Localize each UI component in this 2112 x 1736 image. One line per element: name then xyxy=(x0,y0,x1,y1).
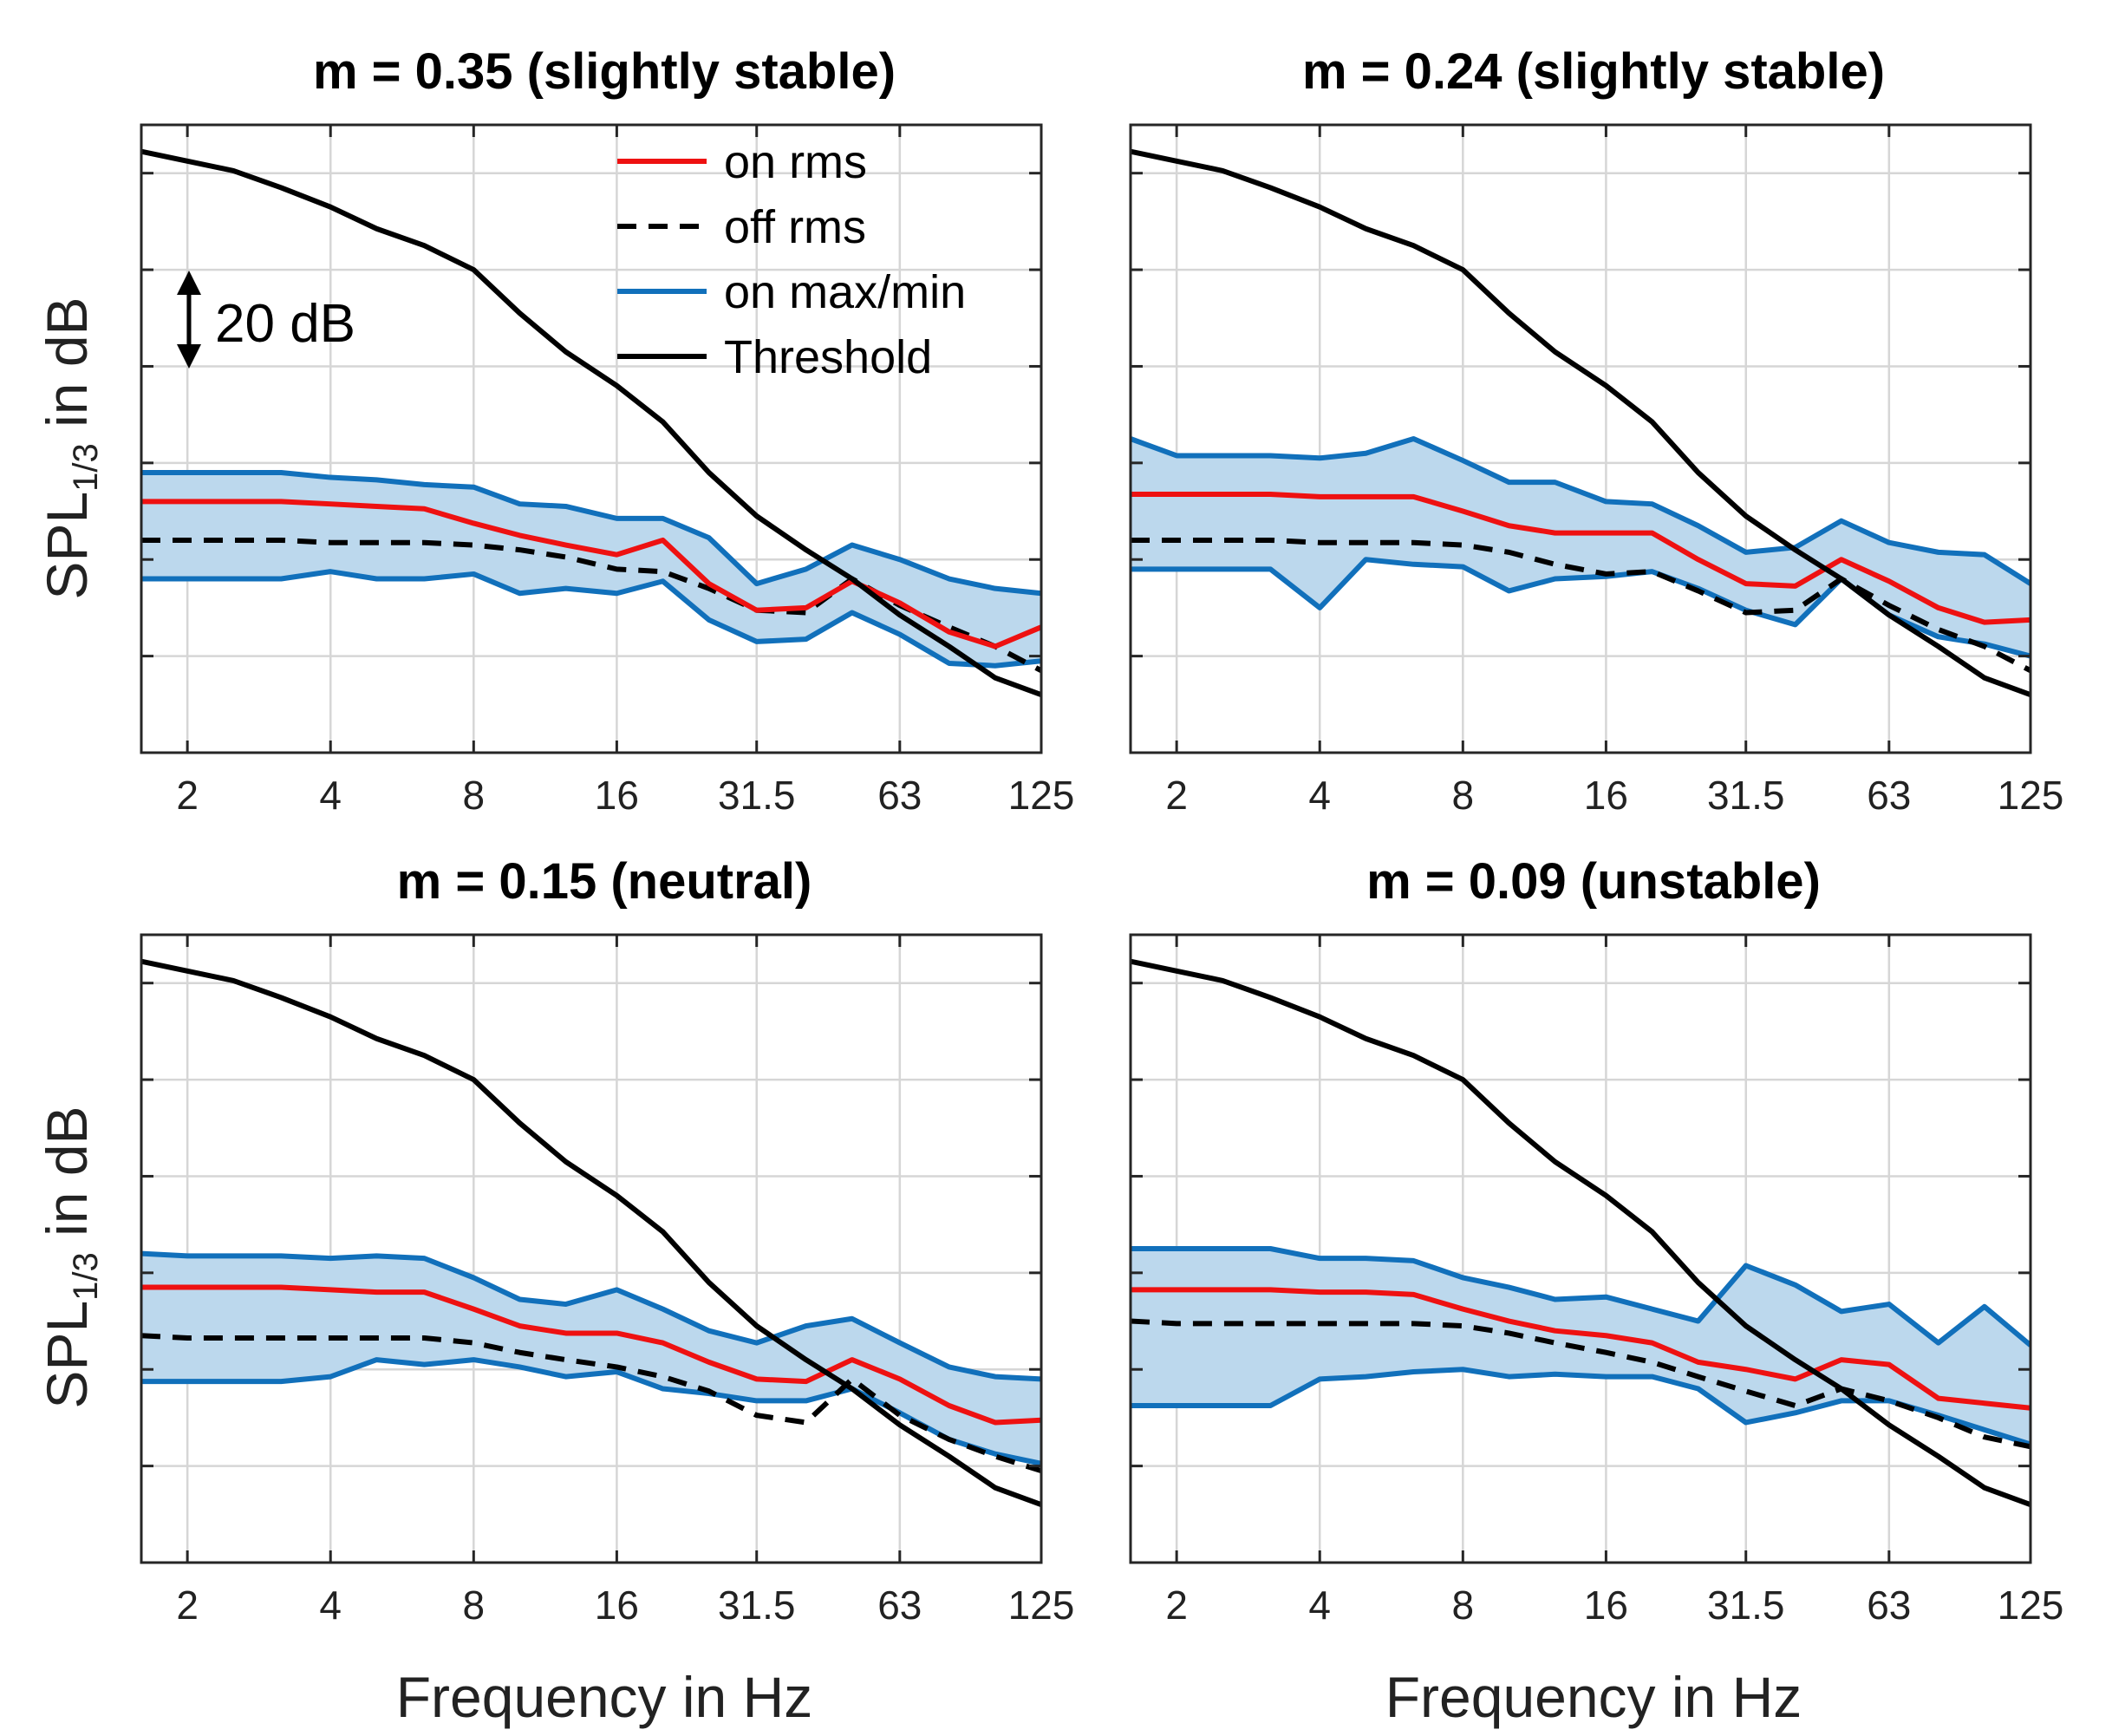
panel-frame xyxy=(1129,933,2032,1564)
x-tick-label: 2 xyxy=(1165,1583,1188,1628)
y-label-rest: in dB xyxy=(35,1106,99,1252)
plot-area xyxy=(141,148,1041,697)
x-axis-label-left: Frequency in Hz xyxy=(396,1665,813,1729)
series-threshold xyxy=(141,958,1041,1507)
series-on-rms xyxy=(1131,1287,2031,1411)
panel-frame xyxy=(140,933,1043,1564)
x-tick-label: 8 xyxy=(463,773,486,818)
x-tick-label: 4 xyxy=(1308,773,1331,818)
series-on-min xyxy=(141,569,1041,669)
plot-area xyxy=(1131,958,2031,1507)
series-threshold xyxy=(1131,958,2031,1507)
x-tick-label: 2 xyxy=(176,1583,199,1628)
series-on-max xyxy=(1131,436,2031,586)
panel-4-title: m = 0.09 (unstable) xyxy=(1366,853,1821,910)
x-tick-label: 2 xyxy=(176,773,199,818)
x-tick-label: 16 xyxy=(595,1583,639,1628)
maxmin-band xyxy=(141,1253,1041,1464)
y-label-main: SPL xyxy=(35,1301,99,1409)
panel-3-title: m = 0.15 (neutral) xyxy=(397,853,812,910)
x-tick-label: 31.5 xyxy=(718,1583,796,1628)
legend-label-off-rms: off rms xyxy=(724,201,866,253)
x-tick-label: 16 xyxy=(1584,773,1628,818)
plot-area xyxy=(141,958,1041,1507)
legend-label-threshold: Threshold xyxy=(724,331,932,383)
panel-4: 2 4 8 16 31.5 63 125 xyxy=(1129,933,2064,1628)
series-on-rms xyxy=(141,499,1041,649)
x-tick-label: 125 xyxy=(1998,1583,2064,1628)
y-axis-label-top: SPL1/3 in dB xyxy=(35,297,105,599)
maxmin-band xyxy=(141,472,1041,666)
x-tick-label: 31.5 xyxy=(718,773,796,818)
x-tick-label: 8 xyxy=(463,1583,486,1628)
series-threshold xyxy=(141,148,1041,697)
legend-label-on-rms: on rms xyxy=(724,136,867,188)
series-off-rms xyxy=(141,537,1041,673)
x-tick-label: 4 xyxy=(319,773,342,818)
x-tick-label: 125 xyxy=(1998,773,2064,818)
series-off-rms xyxy=(1131,1318,2031,1450)
plot-area xyxy=(1131,148,2031,697)
panel-2-title: m = 0.24 (slightly stable) xyxy=(1302,43,1885,100)
series-off-rms xyxy=(141,1333,1041,1474)
panel-frame xyxy=(140,123,1043,754)
panel-frame xyxy=(1129,123,2032,754)
legend-label-on-maxmin: on max/min xyxy=(724,266,966,318)
series-off-rms xyxy=(1131,537,2031,673)
scale-arrow-up-icon xyxy=(177,271,201,295)
series-on-max xyxy=(1131,1246,2031,1348)
y-label-rest: in dB xyxy=(35,297,99,443)
series-on-rms xyxy=(141,1284,1041,1426)
x-tick-label: 4 xyxy=(1308,1583,1331,1628)
x-tick-label: 16 xyxy=(595,773,639,818)
y-label-main: SPL xyxy=(35,492,99,600)
series-threshold xyxy=(1131,148,2031,697)
x-tick-label: 63 xyxy=(877,1583,922,1628)
y-label-sub: 1/3 xyxy=(67,443,105,492)
x-axis-label-right: Frequency in Hz xyxy=(1385,1665,1802,1729)
scale-arrow-down-icon xyxy=(177,344,201,369)
scale-annotation-text: 20 dB xyxy=(215,294,355,354)
panel-3: 2 4 8 16 31.5 63 125 xyxy=(140,933,1075,1628)
x-tick-label: 63 xyxy=(1867,773,1911,818)
x-tick-label: 2 xyxy=(1165,773,1188,818)
panel-1-title: m = 0.35 (slightly stable) xyxy=(313,43,896,100)
x-tick-label: 63 xyxy=(1867,1583,1911,1628)
x-tick-label: 31.5 xyxy=(1707,773,1785,818)
scale-annotation: 20 dB xyxy=(177,271,355,369)
y-label-sub: 1/3 xyxy=(67,1252,105,1301)
x-tick-label: 125 xyxy=(1008,773,1075,818)
panels: 2 4 8 16 31.5 63 125 2 4 8 16 31.5 63 125 2 4 8 16 31.5 63 1… xyxy=(140,123,2064,1628)
x-tick-label: 125 xyxy=(1008,1583,1075,1628)
series-on-max xyxy=(141,469,1041,597)
x-tick-label: 31.5 xyxy=(1707,1583,1785,1628)
x-tick-label: 63 xyxy=(877,773,922,818)
series-on-rms xyxy=(1131,492,2031,625)
x-tick-label: 8 xyxy=(1452,1583,1475,1628)
panel-1: 2 4 8 16 31.5 63 125 xyxy=(140,123,1075,818)
x-tick-label: 4 xyxy=(319,1583,342,1628)
y-axis-label-bottom: SPL1/3 in dB xyxy=(35,1106,105,1408)
x-tick-label: 16 xyxy=(1584,1583,1628,1628)
x-tick-label: 8 xyxy=(1452,773,1475,818)
legend: on rms off rms on max/min Threshold xyxy=(617,136,966,383)
maxmin-band xyxy=(1131,439,2031,656)
series-on-max xyxy=(141,1250,1041,1382)
panel-2: 2 4 8 16 31.5 63 125 xyxy=(1129,123,2064,818)
